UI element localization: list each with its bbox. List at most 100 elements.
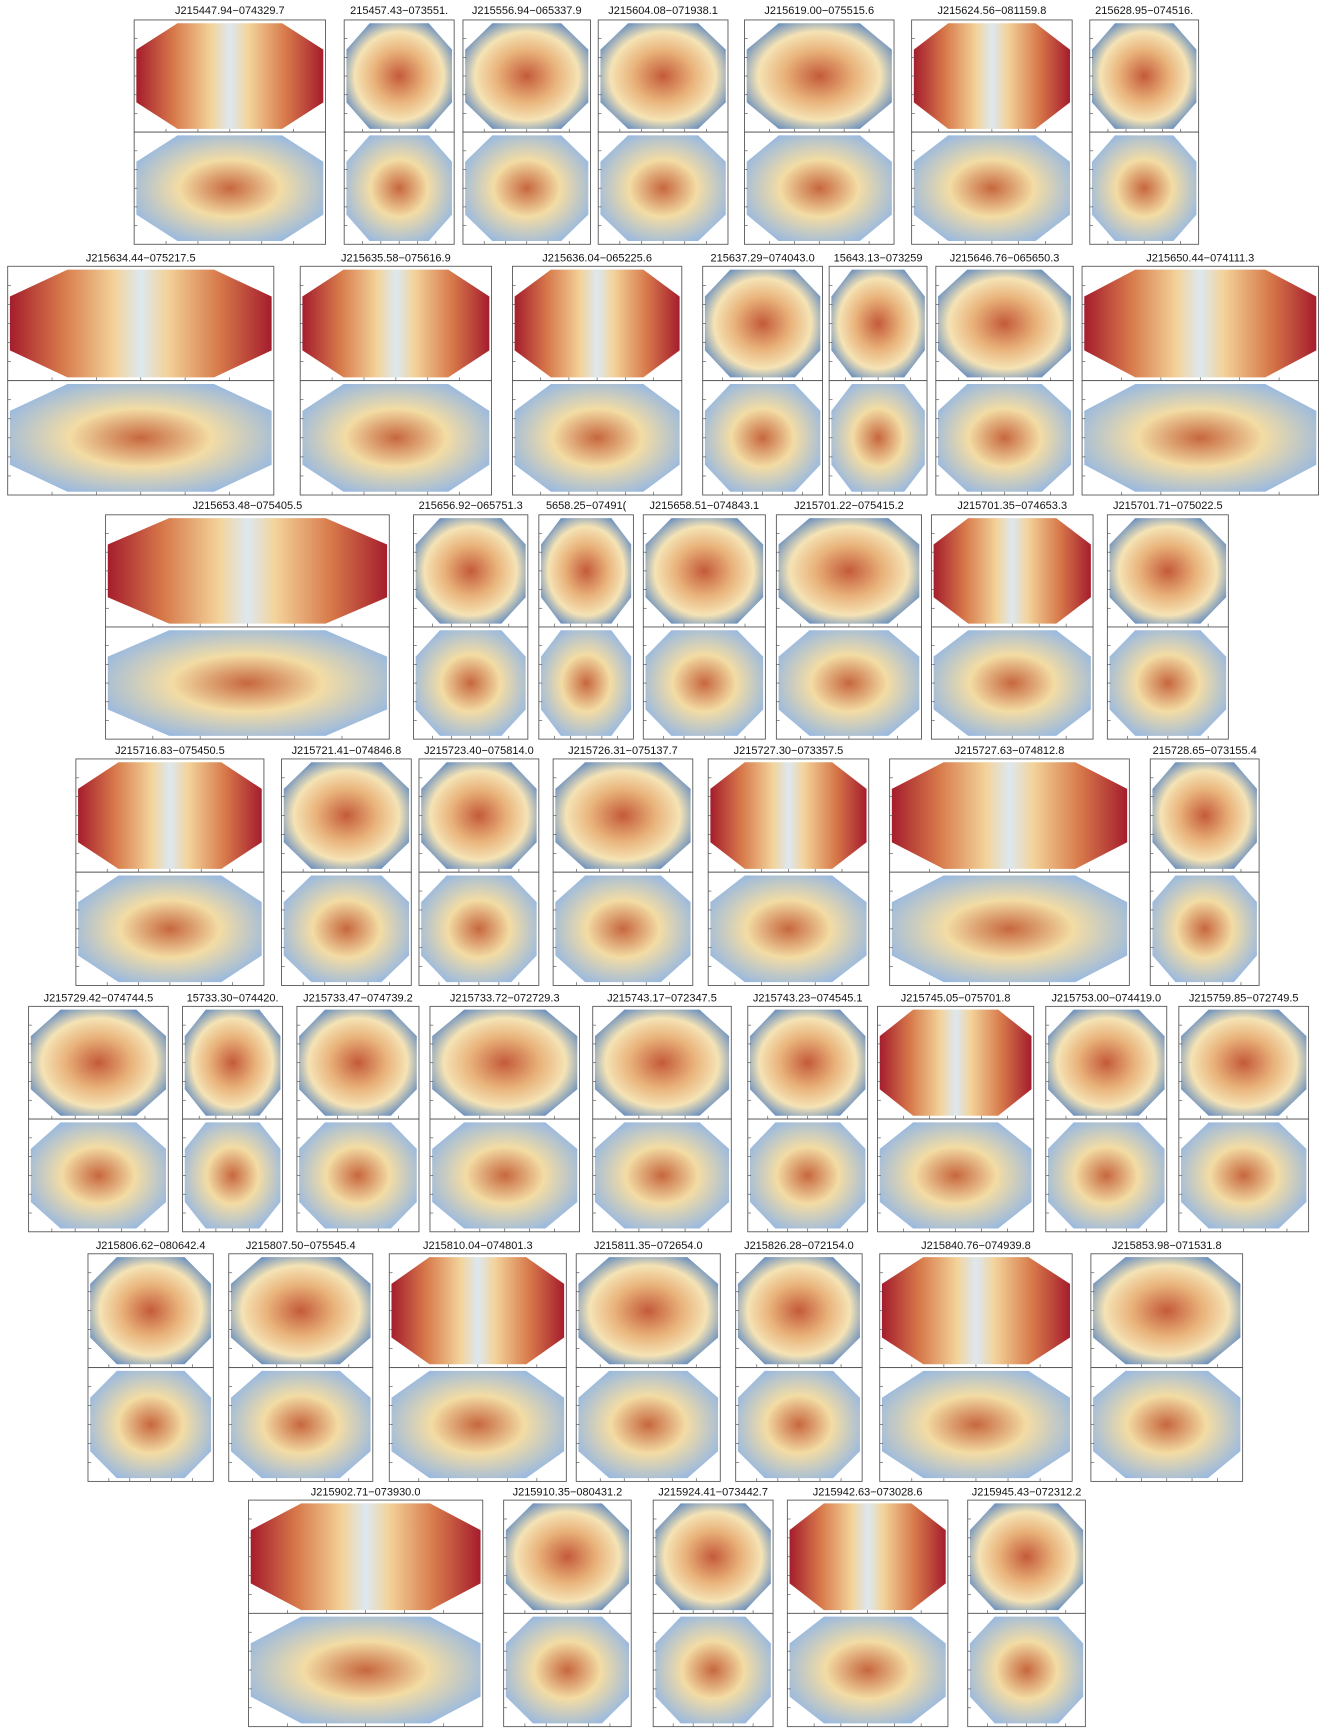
map-image: [184, 1122, 281, 1229]
panel-title: J215646.76−065650.3: [950, 252, 1060, 264]
map-image: [250, 1616, 481, 1724]
map-image: [30, 1009, 167, 1116]
map-image: [299, 1122, 417, 1229]
panel-title: J215635.58−075616.9: [341, 252, 451, 264]
map-image: [933, 630, 1091, 736]
map-image: [778, 518, 920, 624]
map-image: [710, 875, 867, 983]
map-image: [78, 875, 262, 983]
panel-title: J215759.85−072749.5: [1189, 993, 1299, 1005]
map-image: [746, 23, 892, 129]
panel-title: J215853.98−071531.8: [1112, 1240, 1222, 1252]
panel-title: J215942.63−073028.6: [813, 1486, 923, 1498]
panel-title: J215726.31−075137.7: [568, 745, 678, 757]
map-image: [1181, 1122, 1307, 1229]
map-image: [600, 23, 726, 129]
map-image: [1109, 630, 1227, 736]
panel-title: J215910.35−080431.2: [513, 1486, 623, 1498]
map-image: [891, 762, 1128, 869]
panel-title: J215619.00−075515.6: [764, 5, 874, 17]
map-image: [881, 1370, 1070, 1479]
panel-title: 215656.92−065751.3: [419, 500, 523, 512]
map-image: [1047, 1122, 1165, 1229]
map-image: [1091, 23, 1197, 129]
panel-title: J215701.22−075415.2: [794, 500, 904, 512]
panel-title: J215701.35−074653.3: [957, 500, 1067, 512]
map-image: [578, 1370, 719, 1479]
panel-title: J215727.30−073357.5: [734, 745, 844, 757]
panel-title: J215624.56−081159.8: [937, 5, 1046, 17]
panel-title: J215840.76−074939.8: [921, 1240, 1031, 1252]
map-image: [710, 762, 867, 869]
panel-title: J215826.28−072154.0: [744, 1240, 854, 1252]
map-image: [391, 1257, 565, 1365]
map-image: [541, 518, 632, 624]
map-image: [9, 383, 272, 492]
map-image: [346, 135, 452, 241]
map-image: [645, 518, 764, 624]
map-image: [1152, 875, 1257, 983]
panel-title: J215701.71−075022.5: [1113, 500, 1223, 512]
panel-title: J215924.41−073442.7: [658, 1486, 768, 1498]
panel-title: J215806.62−080642.4: [96, 1240, 206, 1252]
panel-title: J215653.48−075405.5: [193, 500, 303, 512]
map-image: [891, 875, 1128, 983]
map-image: [391, 1370, 565, 1479]
panel-title: J215733.47−074739.2: [303, 993, 413, 1005]
panel-title: 215457.43−073551.: [350, 5, 448, 17]
map-image: [831, 269, 925, 378]
panel-title: J215556.94−065337.9: [472, 5, 582, 17]
panel-title: J215745.05−075701.8: [901, 993, 1011, 1005]
panel-title: J215810.04−074801.3: [423, 1240, 533, 1252]
panel-title: 215637.29−074043.0: [711, 252, 815, 264]
map-image: [1093, 1257, 1241, 1365]
map-image: [1109, 518, 1227, 624]
map-image: [969, 1616, 1084, 1724]
map-image: [789, 1616, 946, 1724]
panel-title: J215650.44−074111.3: [1146, 252, 1254, 264]
panel-title: J215727.63−074812.8: [955, 745, 1065, 757]
map-image: [9, 269, 272, 378]
map-image: [746, 135, 892, 241]
map-image: [302, 269, 490, 378]
map-image: [283, 762, 410, 869]
panel-title: J215945.43−072312.2: [972, 1486, 1082, 1498]
map-image: [465, 23, 589, 129]
map-image: [600, 135, 726, 241]
panel-title: 5658.25−07491(: [546, 500, 627, 512]
map-image: [432, 1009, 578, 1116]
map-image: [778, 630, 920, 736]
map-image: [421, 875, 537, 983]
map-image: [107, 518, 388, 624]
map-image: [541, 630, 632, 736]
map-image: [107, 630, 388, 736]
map-image: [302, 383, 490, 492]
panel-title: J215634.44−075217.5: [86, 252, 196, 264]
panel-title: J215721.41−074846.8: [292, 745, 402, 757]
panel-title: J215743.17−072347.5: [607, 993, 717, 1005]
map-image: [938, 269, 1072, 378]
panel-title: J215733.72−072729.3: [450, 993, 560, 1005]
map-image: [1152, 762, 1257, 869]
map-image: [505, 1616, 630, 1724]
map-image: [230, 1370, 371, 1479]
map-image: [1091, 135, 1197, 241]
map-image: [655, 1503, 771, 1611]
panel-title: J215811.35−072654.0: [594, 1240, 703, 1252]
map-image: [30, 1122, 167, 1229]
panel-title: J215604.08−071938.1: [608, 5, 718, 17]
map-image: [737, 1257, 860, 1365]
map-image: [969, 1503, 1084, 1611]
map-image: [90, 1370, 212, 1479]
panel-title: 15733.30−074420.: [187, 993, 279, 1005]
map-image: [1181, 1009, 1307, 1116]
map-image: [789, 1503, 946, 1611]
map-image: [230, 1257, 371, 1365]
panel-title: J215729.42−074744.5: [44, 993, 154, 1005]
map-image: [881, 1257, 1070, 1365]
map-image: [594, 1122, 730, 1229]
map-image: [645, 630, 764, 736]
map-image: [465, 135, 589, 241]
map-image: [831, 383, 925, 492]
